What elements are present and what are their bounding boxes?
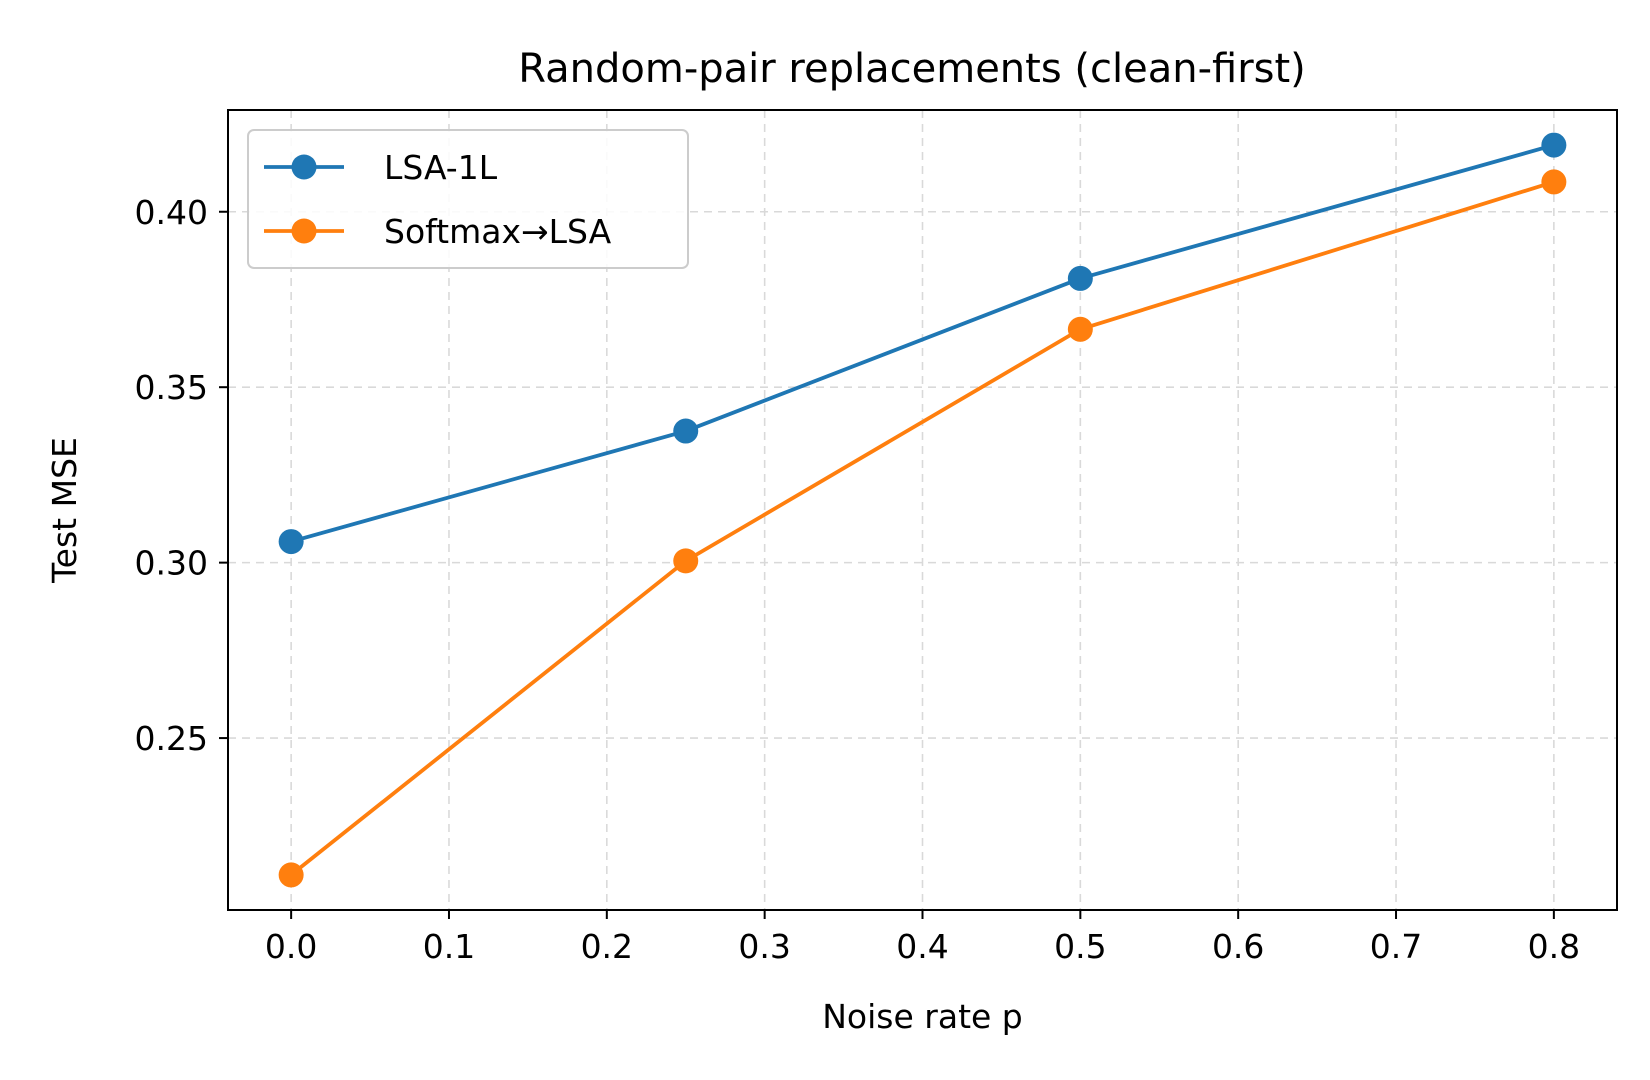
y-tick-label: 0.40 [135, 193, 208, 232]
series-layer [278, 132, 1567, 888]
legend-label: LSA-1L [384, 148, 498, 187]
x-axis-label: Noise rate p [822, 997, 1023, 1036]
x-tick-label: 0.8 [1528, 927, 1580, 966]
x-tick-label: 0.2 [581, 927, 633, 966]
x-tick-label: 0.4 [896, 927, 948, 966]
y-tick-label: 0.30 [135, 544, 208, 583]
data-point [278, 529, 304, 555]
y-tick-label: 0.25 [135, 719, 208, 758]
x-tick-label: 0.1 [423, 927, 475, 966]
series-line [289, 180, 1555, 877]
chart-title: Random-pair replacements (clean-first) [518, 46, 1306, 92]
legend-marker [291, 154, 317, 180]
data-point [1541, 132, 1567, 158]
series-line [290, 143, 1555, 544]
x-tick-label: 0.7 [1370, 927, 1422, 966]
y-axis: 0.25 0.30 0.35 0.40 [135, 193, 228, 758]
series-2 [278, 169, 1567, 888]
legend: LSA-1L Softmax→LSA [247, 129, 689, 269]
x-tick-label: 0.5 [1054, 927, 1106, 966]
legend-marker [291, 218, 317, 244]
legend-label: Softmax→LSA [384, 212, 612, 251]
data-point [1541, 169, 1567, 195]
data-point [673, 548, 699, 574]
grid [228, 110, 1617, 910]
data-point [1067, 316, 1093, 342]
data-point [1067, 265, 1093, 291]
x-tick-label: 0.0 [265, 927, 317, 966]
x-axis: 0.0 0.1 0.2 0.3 0.4 0.5 0.6 0.7 0.8 [265, 910, 1580, 966]
legend-item: LSA-1L [264, 148, 498, 187]
y-tick-label: 0.35 [135, 368, 208, 407]
legend-item: Softmax→LSA [264, 212, 612, 251]
y-axis-label: Test MSE [45, 437, 84, 584]
x-tick-label: 0.6 [1212, 927, 1264, 966]
series-1 [278, 132, 1567, 555]
data-point [673, 418, 699, 444]
x-tick-label: 0.3 [738, 927, 790, 966]
legend-box [247, 129, 689, 269]
data-point [278, 862, 304, 888]
